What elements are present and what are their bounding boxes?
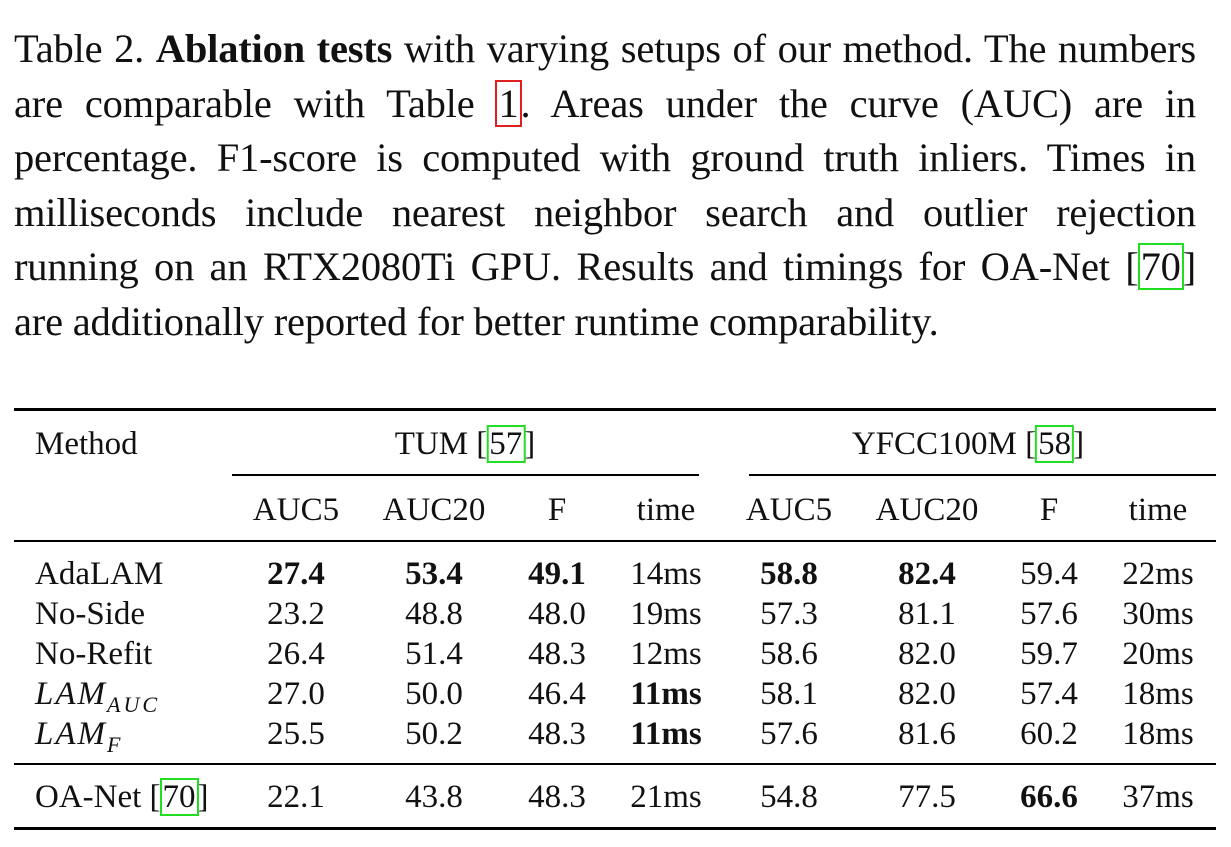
citation-link-oanet[interactable]: 70 (1137, 243, 1184, 290)
column-header: AUC5 (745, 492, 833, 528)
mid-rule (14, 763, 1216, 765)
table-cell: 58.6 (760, 636, 818, 672)
row-method: LAMF (35, 716, 124, 757)
table-cell: 59.4 (1020, 556, 1078, 592)
table-top-rule (14, 408, 1216, 411)
table-cell: 49.1 (528, 556, 586, 592)
table-cell: 57.3 (760, 596, 818, 632)
group-header-tum: TUM [57] (394, 425, 536, 463)
table-cell: 48.0 (528, 596, 586, 632)
column-header: AUC20 (875, 492, 979, 528)
table-cell: 60.2 (1020, 716, 1078, 752)
caption-bold-title: Ablation tests (155, 26, 393, 71)
citation-link-oanet-row[interactable]: 70 (159, 778, 199, 816)
table-cell: 14ms (630, 556, 702, 592)
group-rule-tum (232, 474, 699, 476)
table-cell: 82.4 (898, 556, 956, 592)
caption-text-2: . Areas under the curve (AUC) are in per… (14, 80, 1196, 290)
column-header: F (547, 492, 567, 528)
table-cell: 82.0 (898, 676, 956, 712)
table-cell: 58.1 (760, 676, 818, 712)
caption-text-1: with varying setups of our method. The n… (14, 26, 1196, 126)
column-header: AUC20 (382, 492, 486, 528)
table-cell: 19ms (630, 596, 702, 632)
table-cell: 21ms (630, 779, 702, 815)
table-cell: 81.6 (898, 716, 956, 752)
table-caption: Table 2. Ablation tests with varying set… (14, 22, 1196, 349)
row-method: No-Refit (35, 636, 153, 672)
table-cell: 50.2 (405, 716, 463, 752)
table-cell: 48.8 (405, 596, 463, 632)
row-method: LAMAUC (35, 676, 160, 717)
table-cell: 26.4 (267, 636, 325, 672)
row-method: No-Side (35, 596, 145, 632)
table-cell: 22.1 (267, 779, 325, 815)
table-cell: 12ms (630, 636, 702, 672)
table-cell: 59.7 (1020, 636, 1078, 672)
table-cell: 66.6 (1020, 779, 1078, 815)
row-method-oanet: OA-Net [70] (35, 778, 209, 816)
table-cell: 23.2 (267, 596, 325, 632)
table-cell: 57.4 (1020, 676, 1078, 712)
table-bottom-rule (14, 827, 1216, 830)
column-header: time (636, 492, 696, 528)
header-bottom-rule (14, 540, 1216, 542)
table-cell: 22ms (1122, 556, 1194, 592)
table-cell: 18ms (1122, 716, 1194, 752)
table-cell: 48.3 (528, 716, 586, 752)
citation-link-tum[interactable]: 57 (486, 425, 526, 463)
citation-link-yfcc[interactable]: 58 (1035, 425, 1075, 463)
group-rule-yfcc (749, 474, 1216, 476)
table-cell: 18ms (1122, 676, 1194, 712)
table-cell: 51.4 (405, 636, 463, 672)
row-method: AdaLAM (35, 556, 164, 592)
caption-text-3: ] are additionally reported for better r… (14, 244, 1196, 344)
table-cell: 82.0 (898, 636, 956, 672)
table-cell: 27.0 (267, 676, 325, 712)
table-cell: 58.8 (760, 556, 818, 592)
column-header: F (1039, 492, 1059, 528)
table-cell: 53.4 (405, 556, 463, 592)
column-header: AUC5 (252, 492, 340, 528)
table-ref-link[interactable]: 1 (495, 79, 522, 127)
table-cell: 77.5 (898, 779, 956, 815)
table-cell: 30ms (1122, 596, 1194, 632)
caption-label: Table 2. (14, 26, 145, 71)
table-cell: 46.4 (528, 676, 586, 712)
column-header: time (1128, 492, 1188, 528)
table-cell: 43.8 (405, 779, 463, 815)
method-header: Method (35, 426, 138, 462)
table-cell: 50.0 (405, 676, 463, 712)
table-cell: 54.8 (760, 779, 818, 815)
table-cell: 48.3 (528, 779, 586, 815)
table-cell: 20ms (1122, 636, 1194, 672)
group-header-yfcc: YFCC100M [58] (851, 425, 1085, 463)
table-cell: 11ms (630, 716, 702, 752)
table-cell: 11ms (630, 676, 702, 712)
table-cell: 25.5 (267, 716, 325, 752)
table-cell: 57.6 (760, 716, 818, 752)
table-cell: 57.6 (1020, 596, 1078, 632)
table-cell: 37ms (1122, 779, 1194, 815)
table-cell: 81.1 (898, 596, 956, 632)
table-cell: 27.4 (267, 556, 325, 592)
table-cell: 48.3 (528, 636, 586, 672)
